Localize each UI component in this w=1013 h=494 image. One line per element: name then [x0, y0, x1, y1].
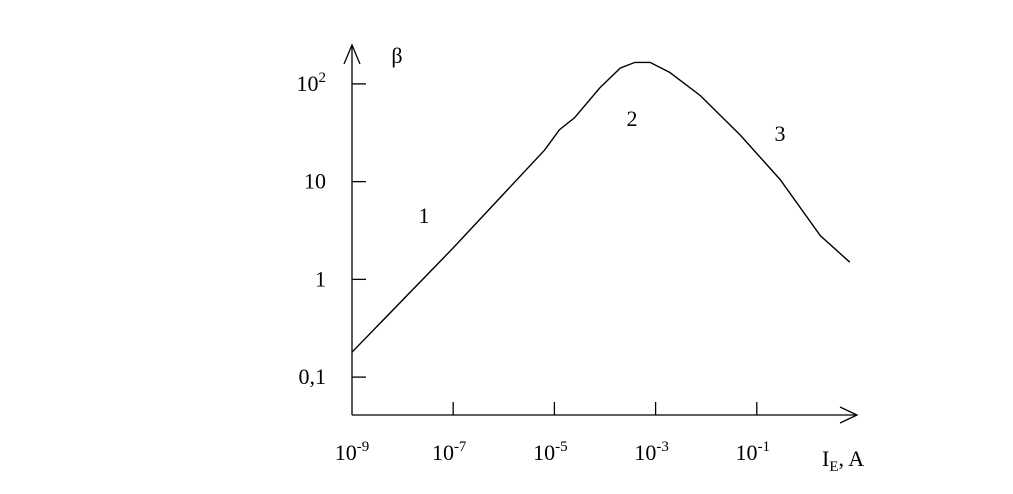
x-axis-label: IE, A	[822, 446, 864, 475]
tick-label-exponent: -1	[758, 439, 771, 455]
tick-label: 10-7	[432, 439, 467, 465]
tick-label: 1	[315, 266, 326, 291]
tick-label-base: 10	[335, 440, 357, 465]
tick-label: 102	[297, 70, 327, 96]
tick-label: 10	[304, 169, 326, 194]
x-label-sub: E	[829, 459, 838, 475]
tick-label-exponent: -7	[454, 439, 467, 455]
tick-label: 10-5	[533, 439, 568, 465]
tick-label-exponent: -5	[555, 439, 568, 455]
y-arrow	[343, 43, 361, 65]
tick-label-exponent: -3	[656, 439, 669, 455]
region-label: 3	[775, 121, 786, 146]
tick-label-exponent: 2	[319, 70, 327, 86]
curve	[351, 61, 851, 353]
tick-label-base: 10	[736, 440, 758, 465]
tick-label-base: 10	[432, 440, 454, 465]
tick-label-base: 0,1	[299, 364, 327, 389]
tick-label: 10-9	[335, 439, 370, 465]
x-arrow	[839, 406, 859, 424]
x-label-main: I	[822, 446, 829, 471]
tick-label-base: 10	[297, 71, 319, 96]
tick-label: 0,1	[299, 364, 327, 389]
region-label: 1	[419, 203, 430, 228]
tick-label-exponent: -9	[357, 439, 370, 455]
tick-label: 10-3	[634, 439, 669, 465]
tick-label-base: 10	[533, 440, 555, 465]
region-label: 2	[627, 106, 638, 131]
tick-label-base: 10	[634, 440, 656, 465]
y-axis-label: β	[391, 43, 402, 68]
x-label-suffix: , A	[839, 446, 865, 471]
tick-label: 10-1	[736, 439, 771, 465]
